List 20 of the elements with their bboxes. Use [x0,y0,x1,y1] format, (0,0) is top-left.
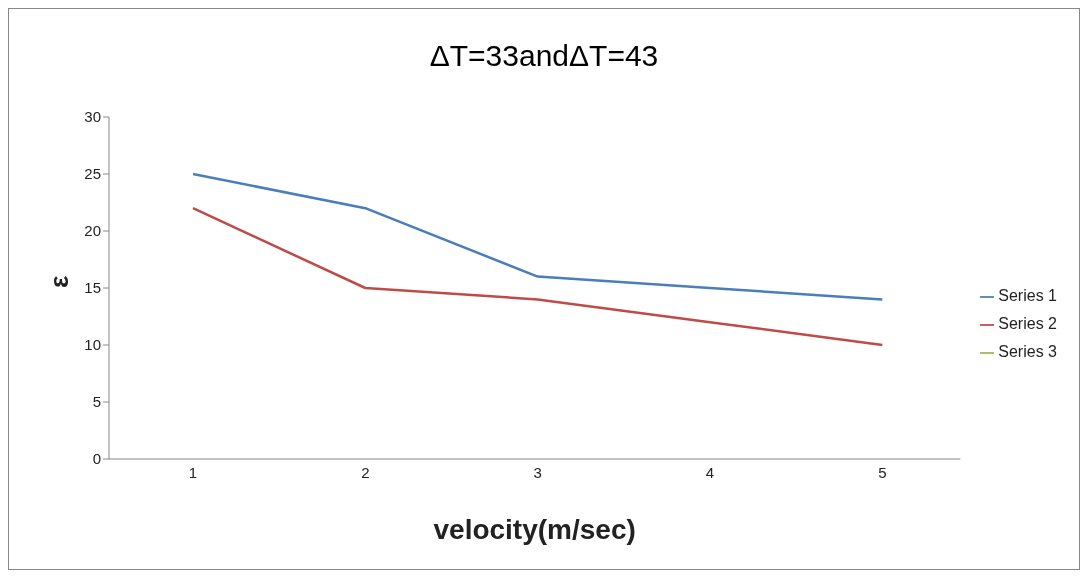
chart-title: ΔT=33andΔT=43 [428,39,660,74]
y-tick-label: 30 [84,108,101,126]
x-tick-label: 3 [533,463,542,481]
y-tick-label: 20 [84,222,101,240]
x-tick-label: 4 [705,463,715,481]
legend-label: Series 1 [998,287,1057,304]
legend-label: Series 2 [998,315,1057,332]
line-series [191,206,884,347]
y-tick-label: 5 [92,393,101,411]
x-axis-title: velocity(m/sec) [433,514,636,545]
x-tick-label: 5 [878,463,887,481]
y-tick-label: 0 [92,450,101,468]
legend-label: Series 3 [998,343,1057,360]
y-axis-title: ε [44,275,75,288]
y-tick-label: 25 [84,165,101,183]
y-tick-label: 15 [84,279,101,297]
line-series [191,172,884,301]
x-tick-label: 2 [361,463,370,481]
y-tick-label: 10 [84,336,101,354]
x-tick-label: 1 [188,463,198,481]
